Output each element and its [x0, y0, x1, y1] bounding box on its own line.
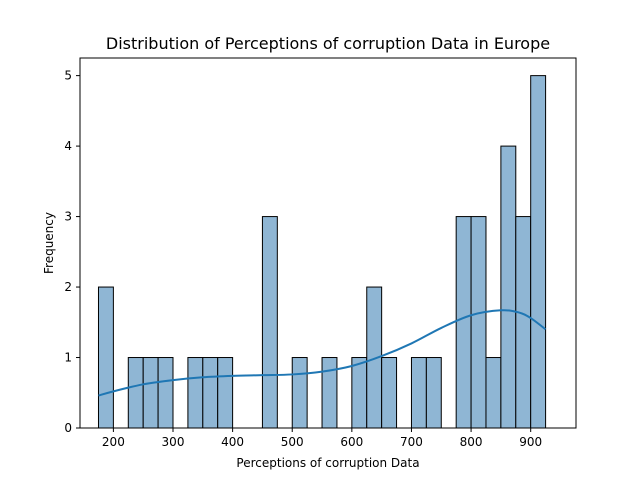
histogram-bar: [515, 216, 532, 429]
x-axis-ticks: 200 300 400 500 600 700 800 900: [102, 428, 542, 449]
bars-group: [97, 75, 547, 429]
histogram-bar: [217, 357, 234, 429]
histogram-bar: [381, 357, 398, 429]
histogram-bar: [470, 216, 487, 429]
histogram-bar: [187, 357, 204, 429]
x-tick-label: 600: [340, 435, 363, 449]
histogram-bar: [410, 357, 427, 429]
histogram-bar: [127, 357, 144, 429]
x-tick-label: 400: [221, 435, 244, 449]
y-tick-label: 5: [64, 69, 72, 83]
x-tick-label: 700: [400, 435, 423, 449]
histogram-bar: [455, 216, 472, 429]
x-tick-label: 900: [519, 435, 542, 449]
y-axis-ticks: 0 1 2 3 4 5: [64, 69, 80, 435]
kde-curve: [98, 309, 547, 397]
histogram-bar: [321, 357, 338, 429]
histogram-bar: [157, 357, 174, 429]
histogram-bar: [291, 357, 308, 429]
histogram-bar: [142, 357, 159, 429]
y-tick-label: 4: [64, 139, 72, 153]
histogram-bar: [530, 75, 547, 429]
x-tick-label: 800: [460, 435, 483, 449]
y-tick-label: 0: [64, 421, 72, 435]
histogram-bar: [425, 357, 442, 429]
x-tick-label: 200: [102, 435, 125, 449]
histogram-bar: [202, 357, 219, 429]
histogram-bar: [485, 357, 502, 429]
y-tick-label: 2: [64, 280, 72, 294]
chart-title: Distribution of Perceptions of corruptio…: [106, 34, 550, 53]
x-axis-label: Perceptions of corruption Data: [236, 456, 419, 470]
histogram-bar: [261, 216, 278, 429]
y-tick-label: 1: [64, 351, 72, 365]
y-tick-label: 3: [64, 210, 72, 224]
x-tick-label: 500: [281, 435, 304, 449]
histogram-bar: [97, 286, 114, 429]
histogram-bar: [500, 145, 517, 429]
histogram-bar: [351, 357, 368, 429]
x-tick-label: 300: [162, 435, 185, 449]
y-axis-label: Frequency: [42, 212, 56, 274]
plot-frame: [79, 57, 577, 429]
